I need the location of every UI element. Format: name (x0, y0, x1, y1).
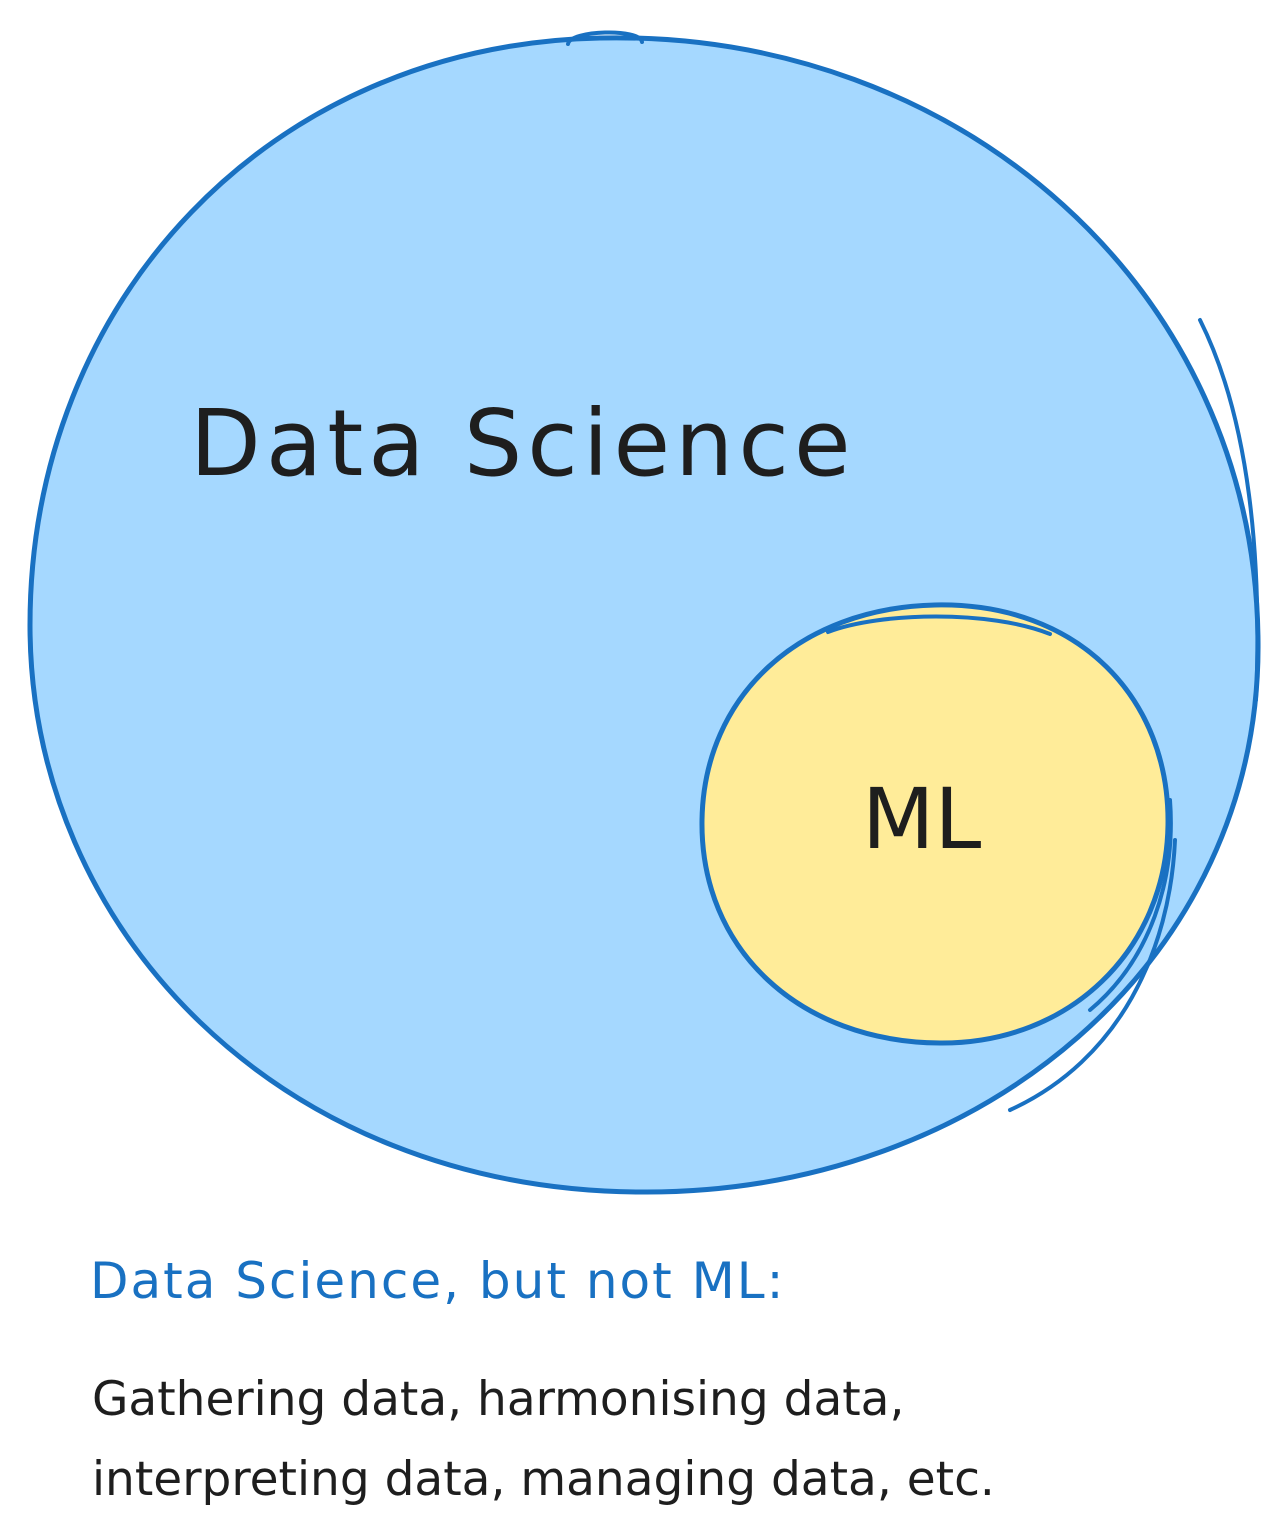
data-science-label: Data Science (190, 390, 856, 497)
data-science-circle-fill (30, 37, 1259, 1193)
data-science-circle (27, 30, 1261, 1195)
ml-circle-sketch-stroke (826, 614, 1173, 1012)
ml-label: ML (862, 770, 982, 868)
caption-line: interpreting data, managing data, etc. (92, 1452, 995, 1507)
caption-heading: Data Science, but not ML: (90, 1252, 786, 1310)
caption-line: Gathering data, harmonising data, (92, 1372, 905, 1427)
data-science-circle-outline (27, 35, 1261, 1195)
caption-body: Gathering data, harmonising data, interp… (92, 1360, 995, 1520)
ml-circle-outline (699, 602, 1171, 1046)
venn-diagram (27, 30, 1261, 1195)
data-science-circle-sketch-stroke (566, 30, 1260, 1112)
ml-circle-fill (701, 604, 1169, 1044)
ml-circle (699, 602, 1173, 1046)
